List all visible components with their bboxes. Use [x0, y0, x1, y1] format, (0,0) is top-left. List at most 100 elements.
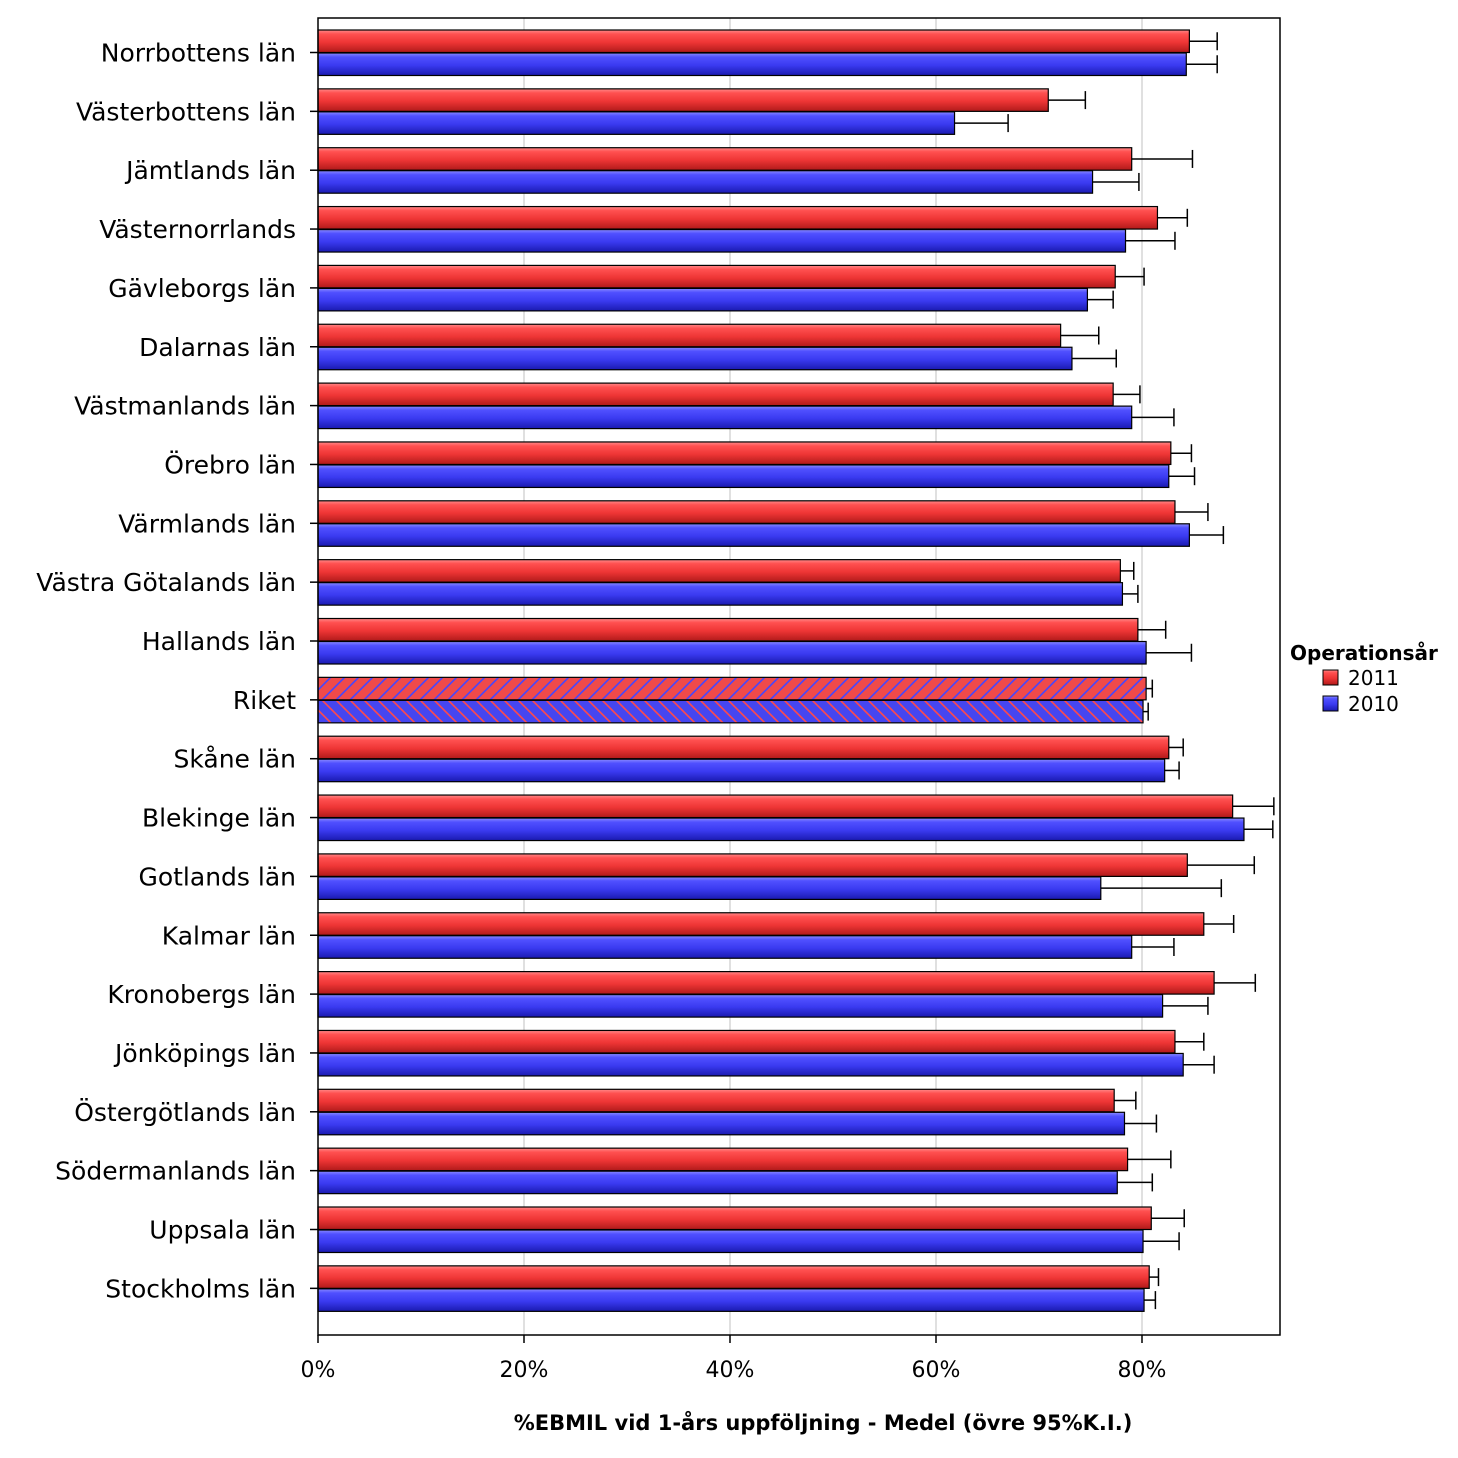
bar-norrbottens-lan-2010 [317, 52, 1187, 77]
plot-frame [317, 17, 1281, 1336]
error-bar-vastra-gotalands-lan-2010 [1122, 584, 1139, 603]
legend-swatch-2010 [1322, 695, 1339, 712]
category-label-skane-lan: Skåne län [173, 745, 296, 774]
error-bar-gotlands-lan-2010 [1100, 879, 1223, 898]
category-label-riket: Riket [233, 686, 296, 715]
bar-vasterbottens-lan-2010 [317, 111, 956, 135]
bar-jonkopings-lan-2011 [317, 1029, 1176, 1054]
error-bar-gavleborgs-lan-2010 [1087, 290, 1114, 309]
bar-vasternorrlands-2011 [317, 205, 1159, 230]
error-bar-kronobergs-lan-2010 [1162, 996, 1209, 1015]
error-bar-ostergotlands-lan-2011 [1114, 1091, 1137, 1110]
error-bar-riket-2011 [1146, 679, 1154, 698]
error-bar-hallands-lan-2010 [1146, 643, 1193, 662]
legend-swatch-2011 [1322, 669, 1339, 686]
error-bars [954, 32, 1275, 1310]
bar-orebro-lan-2011 [317, 441, 1172, 466]
bar-uppsala-lan-2011 [317, 1206, 1152, 1231]
category-label-vastmanlands-lan: Västmanlands län [74, 392, 296, 421]
bar-vastra-gotalands-lan-2010 [317, 582, 1124, 606]
error-bar-ostergotlands-lan-2010 [1124, 1114, 1158, 1133]
error-bar-vasterbottens-lan-2011 [1048, 91, 1087, 110]
bar-uppsala-lan-2010 [317, 1229, 1144, 1254]
error-bar-dalarnas-lan-2010 [1071, 349, 1117, 368]
category-label-norrbottens-lan: Norrbottens län [101, 39, 296, 68]
x-tick-label-60: 60% [912, 1358, 961, 1383]
bar-vastmanlands-lan-2010 [317, 405, 1133, 430]
category-label-gotlands-lan: Gotlands län [138, 862, 296, 891]
bar-vastra-gotalands-lan-2011 [317, 559, 1121, 583]
error-bar-riket-2010 [1143, 702, 1149, 721]
bar-gotlands-lan-2010 [317, 876, 1102, 901]
bar-varmlands-lan-2010 [317, 523, 1190, 547]
bar-norrbottens-lan-2011 [317, 29, 1190, 54]
category-label-uppsala-lan: Uppsala län [149, 1216, 296, 1245]
error-bar-vasterbottens-lan-2010 [954, 114, 1009, 133]
error-bar-skane-lan-2010 [1164, 761, 1180, 780]
error-bar-uppsala-lan-2010 [1143, 1232, 1180, 1251]
bar-kalmar-lan-2010 [317, 935, 1133, 959]
bar-sodermanlands-lan-2011 [317, 1147, 1129, 1172]
bar-stockholms-lan-2010 [317, 1288, 1145, 1312]
bar-ostergotlands-lan-2010 [317, 1111, 1126, 1136]
error-bar-orebro-lan-2011 [1170, 444, 1193, 463]
bar-sodermanlands-lan-2010 [317, 1170, 1118, 1195]
error-bar-varmlands-lan-2010 [1189, 526, 1225, 545]
category-label-kalmar-lan: Kalmar län [162, 921, 296, 950]
x-tick-label-40: 40% [706, 1358, 755, 1383]
category-label-sodermanlands-lan: Södermanlands län [55, 1157, 296, 1186]
bar-varmlands-lan-2011 [317, 500, 1176, 524]
bar-dalarnas-lan-2010 [317, 346, 1073, 371]
error-bar-norrbottens-lan-2010 [1186, 55, 1218, 74]
error-bar-vasternorrlands-2010 [1125, 231, 1176, 250]
bar-hallands-lan-2010 [317, 640, 1147, 665]
category-label-dalarnas-lan: Dalarnas län [139, 333, 296, 362]
category-label-jamtlands-lan: Jämtlands län [124, 156, 296, 185]
x-tick-labels: 0% 20% 40% 60% 80% [301, 1358, 1167, 1383]
bar-gavleborgs-lan-2010 [317, 287, 1089, 312]
bar-jamtlands-lan-2011 [317, 147, 1133, 171]
x-tick-label-0: 0% [301, 1358, 336, 1383]
bar-riket-2011 [317, 676, 1147, 701]
bar-hallands-lan-2011 [317, 617, 1139, 642]
error-bar-hallands-lan-2011 [1137, 620, 1167, 639]
error-bar-kalmar-lan-2010 [1131, 938, 1175, 956]
bar-vasterbottens-lan-2011 [317, 88, 1049, 112]
bar-skane-lan-2011 [317, 735, 1170, 760]
category-label-stockholms-lan: Stockholms län [105, 1274, 296, 1303]
error-bar-kalmar-lan-2011 [1203, 915, 1235, 933]
bar-gavleborgs-lan-2011 [317, 264, 1116, 289]
error-bar-jonkopings-lan-2011 [1174, 1032, 1205, 1051]
category-label-kronobergs-lan: Kronobergs län [107, 980, 296, 1009]
axis-ticks [310, 51, 1143, 1343]
bar-dalarnas-lan-2011 [317, 323, 1062, 348]
category-label-hallands-lan: Hallands län [142, 627, 296, 656]
bar-kronobergs-lan-2010 [317, 993, 1164, 1018]
bar-riket-2010 [317, 699, 1144, 724]
error-bar-vasternorrlands-2011 [1157, 208, 1189, 227]
error-bar-gavleborgs-lan-2011 [1115, 267, 1145, 286]
error-bar-blekinge-lan-2010 [1243, 820, 1274, 839]
error-bar-vastmanlands-lan-2010 [1131, 408, 1175, 427]
x-tick-label-80: 80% [1118, 1358, 1167, 1383]
x-axis-title: %EBMIL vid 1-års uppföljning - Medel (öv… [514, 1410, 1133, 1435]
error-bar-varmlands-lan-2011 [1174, 503, 1209, 522]
category-label-varmlands-lan: Värmlands län [118, 509, 296, 538]
x-tick-label-20: 20% [500, 1358, 549, 1383]
category-label-jonkopings-lan: Jönköpings län [113, 1039, 296, 1068]
error-bar-jamtlands-lan-2010 [1092, 172, 1140, 191]
bar-vasternorrlands-2010 [317, 228, 1127, 253]
error-bar-jamtlands-lan-2011 [1131, 149, 1194, 168]
error-bar-orebro-lan-2010 [1168, 467, 1196, 486]
error-bar-sodermanlands-lan-2011 [1127, 1150, 1172, 1169]
category-label-blekinge-lan: Blekinge län [142, 804, 296, 833]
bar-blekinge-lan-2011 [317, 794, 1234, 819]
bar-vastmanlands-lan-2011 [317, 382, 1114, 407]
bar-ostergotlands-lan-2011 [317, 1088, 1115, 1113]
error-bar-gotlands-lan-2011 [1187, 856, 1256, 875]
legend-label-2011: 2011 [1348, 666, 1399, 690]
error-bar-sodermanlands-lan-2010 [1117, 1173, 1154, 1192]
category-label-orebro-lan: Örebro län [164, 450, 296, 479]
